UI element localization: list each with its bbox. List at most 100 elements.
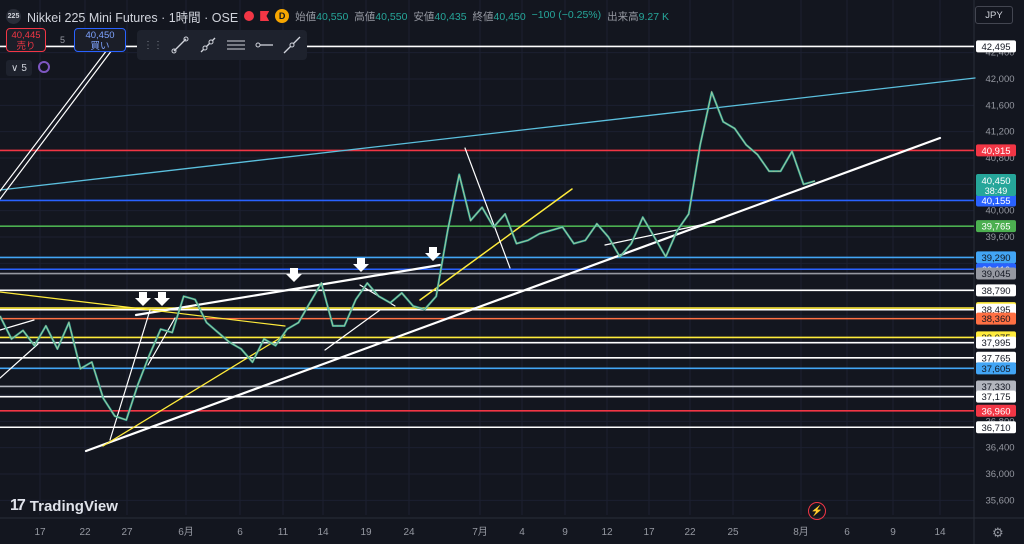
trend-line bbox=[147, 317, 176, 366]
price-tag bbox=[976, 40, 1016, 53]
price-tag bbox=[976, 404, 1016, 417]
price-tag bbox=[976, 144, 1016, 157]
price-tag-label: 37,330 bbox=[981, 382, 1010, 393]
price-change: −100 (−0.25%) bbox=[531, 8, 602, 21]
currency-selector[interactable]: JPY bbox=[975, 6, 1013, 24]
trend-line bbox=[0, 77, 976, 191]
date-tick-label: 9 bbox=[890, 527, 896, 538]
trend-line bbox=[0, 45, 116, 200]
ohlc-low: 安値40,435 bbox=[413, 10, 467, 23]
trend-line bbox=[109, 309, 151, 441]
buy-label: 買い bbox=[90, 41, 110, 52]
indicator-toggle[interactable]: ∨ 5 bbox=[6, 60, 32, 76]
price-tags: 42,49540,91540,15539,76539,29039,11039,0… bbox=[976, 40, 1016, 434]
price-tag-label: 36,710 bbox=[981, 423, 1010, 434]
price-tick-label: 39,600 bbox=[985, 232, 1014, 243]
price-tag-label: 40,915 bbox=[981, 146, 1010, 157]
date-tick-label: 17 bbox=[643, 527, 655, 538]
date-tick-label: 22 bbox=[79, 527, 91, 538]
price-tag bbox=[976, 390, 1016, 403]
date-tick-label: 7月 bbox=[472, 526, 488, 538]
delayed-data-badge[interactable]: D bbox=[275, 9, 290, 23]
price-tag-label: 37,605 bbox=[981, 364, 1010, 375]
date-tick-label: 14 bbox=[934, 527, 946, 538]
price-tag bbox=[976, 251, 1016, 264]
price-tag-label: 37,765 bbox=[981, 353, 1010, 364]
parallel-channel-icon[interactable] bbox=[225, 34, 247, 56]
current-price-tag bbox=[976, 174, 1016, 197]
price-tag bbox=[976, 267, 1016, 280]
volume: 出来高9.27 K bbox=[607, 10, 669, 23]
sell-price: 40,445 bbox=[11, 30, 41, 41]
trend-line bbox=[324, 309, 381, 351]
price-tag bbox=[976, 336, 1016, 349]
price-tag-label: 38,495 bbox=[981, 305, 1010, 316]
drawing-toolbar: ⋮⋮ bbox=[137, 30, 307, 60]
lightning-icon[interactable]: ⚡ bbox=[808, 502, 826, 520]
date-tick-label: 17 bbox=[34, 527, 46, 538]
date-tick-label: 24 bbox=[403, 527, 415, 538]
price-tag-label: 39,290 bbox=[981, 253, 1010, 264]
flag-icon[interactable] bbox=[260, 11, 270, 21]
sell-button[interactable]: 40,445 売り bbox=[6, 28, 46, 52]
current-price-label: 40,450 bbox=[981, 176, 1010, 187]
buy-price: 40,450 bbox=[85, 30, 115, 41]
down-arrow-icon bbox=[425, 247, 441, 261]
trend-line bbox=[464, 147, 511, 269]
sell-label: 売り bbox=[16, 41, 36, 52]
date-tick-label: 12 bbox=[601, 527, 613, 538]
down-arrow-icon bbox=[154, 292, 170, 306]
ohlc-values: 始値40,550 高値40,550 安値40,435 終値40,450 −100… bbox=[295, 9, 669, 24]
moving-average-line bbox=[0, 90, 816, 421]
down-arrow-icon bbox=[135, 292, 151, 306]
extended-line-icon[interactable] bbox=[281, 34, 303, 56]
tradingview-logo[interactable]: 17 TradingView bbox=[10, 497, 118, 515]
date-tick-label: 6 bbox=[237, 527, 243, 538]
trend-line bbox=[102, 334, 286, 447]
date-tick-label: 9 bbox=[562, 527, 568, 538]
symbol-logo-icon[interactable]: 225 bbox=[6, 8, 21, 24]
trend-line bbox=[604, 221, 716, 246]
trend-line-icon[interactable] bbox=[169, 34, 191, 56]
down-arrow-icon bbox=[353, 258, 369, 272]
ohlc-high: 高値40,550 bbox=[354, 10, 408, 23]
buy-button[interactable]: 40,450 買い bbox=[74, 28, 126, 52]
trend-line bbox=[0, 343, 39, 379]
settings-gear-icon[interactable]: ⚙ bbox=[992, 525, 1004, 540]
chart-header: 225 Nikkei 225 Mini Futures · 1時間 · OSE … bbox=[6, 7, 669, 25]
price-tag bbox=[976, 220, 1016, 233]
price-tag bbox=[976, 284, 1016, 297]
trend-line bbox=[0, 291, 286, 327]
date-tick-label: 27 bbox=[121, 527, 133, 538]
trend-line bbox=[419, 188, 573, 301]
horizontal-ray-icon[interactable] bbox=[253, 34, 275, 56]
symbol-title[interactable]: Nikkei 225 Mini Futures · 1時間 · OSE bbox=[27, 10, 239, 25]
date-tick-label: 14 bbox=[317, 527, 329, 538]
price-tag-label: 36,960 bbox=[981, 406, 1010, 417]
price-tick-label: 36,400 bbox=[985, 443, 1014, 454]
price-tag bbox=[976, 362, 1016, 375]
price-tag bbox=[976, 194, 1016, 207]
date-tick-label: 6月 bbox=[178, 526, 194, 538]
trend-line bbox=[0, 45, 111, 192]
ray-icon[interactable] bbox=[197, 34, 219, 56]
price-tag-label: 38,790 bbox=[981, 286, 1010, 297]
trend-lines bbox=[0, 45, 976, 453]
price-tag-label: 39,765 bbox=[981, 222, 1010, 233]
date-tick-label: 19 bbox=[360, 527, 372, 538]
price-tag-label: 39,045 bbox=[981, 269, 1010, 280]
trend-line bbox=[134, 263, 442, 317]
time-axis: 17 22 27 6月 6 11 14 19 24 7月 4 9 12 17 22 25 8月 6 9 14 bbox=[34, 526, 946, 538]
spread-value: 5 bbox=[60, 35, 66, 45]
date-tick-label: 8月 bbox=[793, 526, 809, 538]
price-tick-label: 41,200 bbox=[985, 127, 1014, 138]
price-tag-label: 40,155 bbox=[981, 196, 1010, 207]
price-tag bbox=[976, 421, 1016, 434]
drag-handle-icon[interactable]: ⋮⋮ bbox=[143, 39, 163, 51]
price-tick-label: 41,600 bbox=[985, 100, 1014, 111]
indicator-settings-icon[interactable] bbox=[38, 61, 50, 73]
price-tick-label: 42,000 bbox=[985, 74, 1014, 85]
date-tick-label: 25 bbox=[727, 527, 739, 538]
